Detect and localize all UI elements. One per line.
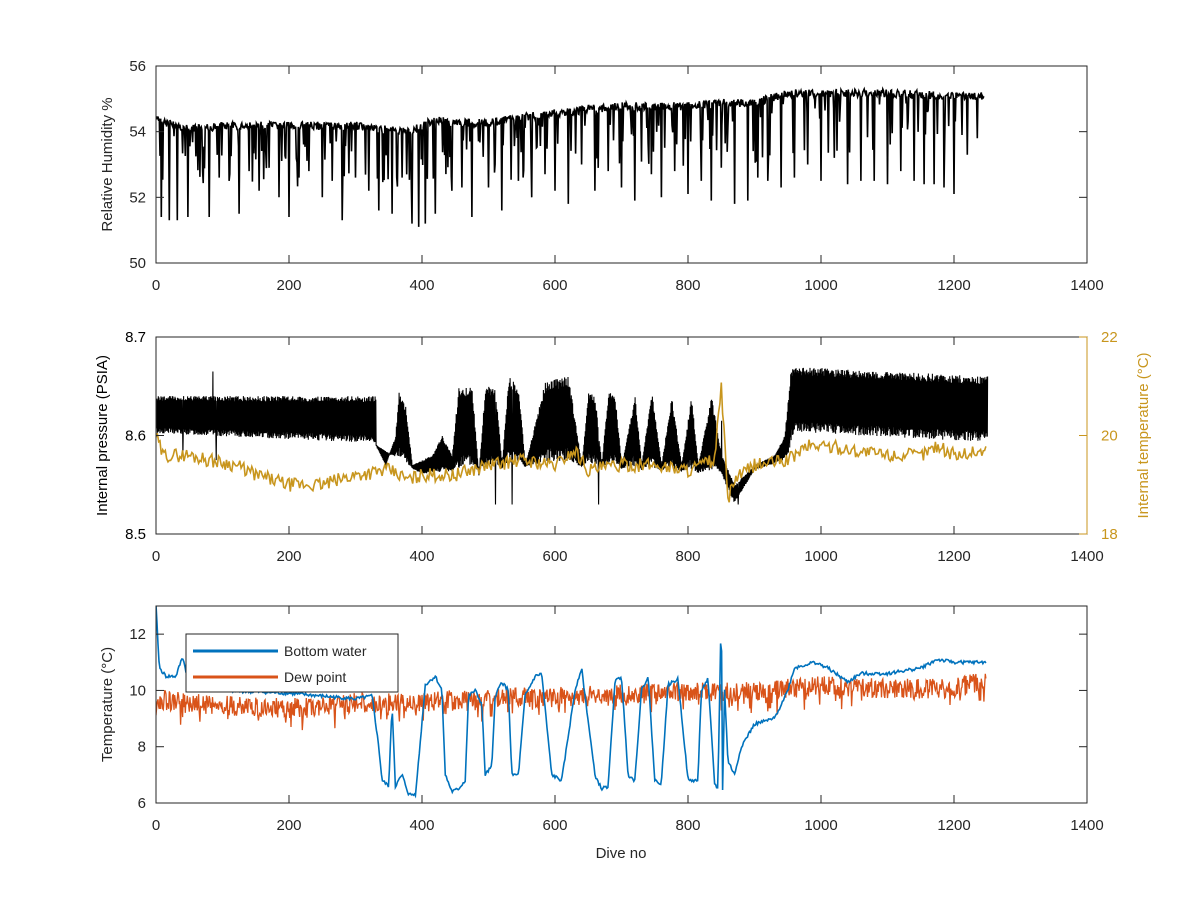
pressure-line	[156, 367, 989, 505]
x-axis: 0 200 400 600 800 1000 1200 1400	[152, 66, 1104, 294]
legend-label-bottom-water: Bottom water	[284, 643, 367, 659]
x-tick-label: 1200	[937, 277, 970, 294]
y-tick-label: 8.5	[125, 526, 146, 543]
y-tick-label: 8.7	[125, 329, 146, 346]
y-tick-label: 52	[129, 189, 146, 206]
legend-label-dew-point: Dew point	[284, 669, 346, 685]
pressure-temperature-panel: 0 200 400 600 800 1000 1200 1400 8.5 8.6 8.7 18 20…	[94, 329, 1152, 565]
x-tick-label: 800	[675, 277, 700, 294]
y2-tick-label: 20	[1101, 428, 1118, 445]
y-tick-label: 6	[138, 795, 146, 812]
y2-axis-label: Internal temperature (°C)	[1135, 352, 1152, 518]
plot-area	[156, 606, 987, 799]
y-axis: 50 52 54 56	[129, 58, 1087, 272]
x-tick-label: 200	[276, 277, 301, 294]
x-tick-label: 600	[542, 548, 567, 565]
y2-axis: 18 20 22	[1079, 329, 1118, 543]
x-tick-label: 0	[152, 277, 160, 294]
x-tick-label: 400	[409, 548, 434, 565]
x-tick-label: 400	[409, 817, 434, 834]
x-tick-label: 800	[675, 548, 700, 565]
y-axis: 6 8 10 12	[129, 626, 1087, 812]
humidity-line	[156, 86, 985, 227]
x-tick-label: 0	[152, 817, 160, 834]
y-tick-label: 12	[129, 626, 146, 643]
y-axis-label: Internal pressure (PSIA)	[94, 355, 111, 516]
internal-temperature-line	[156, 382, 987, 503]
temperature-panel: 0 200 400 600 800 1000 1200 1400 6 8 10 12 Tempera…	[99, 605, 1104, 862]
series-layer	[156, 367, 989, 505]
legend: Bottom water Dew point	[185, 633, 399, 693]
x-tick-label: 1200	[937, 817, 970, 834]
y-tick-label: 8.6	[125, 428, 146, 445]
x-tick-label: 1400	[1070, 277, 1103, 294]
dew-point-line	[156, 673, 987, 731]
x-tick-label: 0	[152, 548, 160, 565]
y-axis-label: Temperature (°C)	[99, 647, 116, 762]
y-tick-label: 50	[129, 255, 146, 272]
y-tick-label: 54	[129, 124, 146, 141]
series-layer	[156, 86, 985, 227]
x-tick-label: 1000	[804, 548, 837, 565]
y-tick-label: 10	[129, 682, 146, 699]
x-tick-label: 1200	[937, 548, 970, 565]
x-tick-label: 600	[542, 817, 567, 834]
x-tick-label: 200	[276, 548, 301, 565]
x-tick-label: 400	[409, 277, 434, 294]
x-axis-label: Dive no	[596, 845, 647, 862]
x-tick-label: 1000	[804, 277, 837, 294]
y-axis-label: Relative Humidity %	[99, 97, 116, 231]
y2-tick-label: 18	[1101, 526, 1118, 543]
y-tick-label: 8	[138, 739, 146, 756]
x-tick-label: 200	[276, 817, 301, 834]
humidity-panel: 0 200 400 600 800 1000 1200 1400 50 52 54 56 Relat…	[99, 58, 1104, 294]
x-tick-label: 1400	[1070, 817, 1103, 834]
y-axis: 8.5 8.6 8.7	[125, 329, 164, 543]
x-tick-label: 1000	[804, 817, 837, 834]
x-axis: 0 200 400 600 800 1000 1200 1400	[152, 337, 1104, 565]
y-tick-label: 56	[129, 58, 146, 75]
bottom-water-line	[156, 606, 987, 799]
x-axis: 0 200 400 600 800 1000 1200 1400	[152, 606, 1104, 834]
y2-tick-label: 22	[1101, 329, 1118, 346]
x-tick-label: 600	[542, 277, 567, 294]
axes-frame	[155, 605, 1088, 804]
x-tick-label: 1400	[1070, 548, 1103, 565]
series-layer	[156, 606, 987, 799]
legend-box	[185, 633, 399, 693]
axes-frame	[155, 65, 1088, 264]
plot-area	[156, 86, 985, 227]
plot-area	[156, 367, 989, 505]
x-tick-label: 800	[675, 817, 700, 834]
